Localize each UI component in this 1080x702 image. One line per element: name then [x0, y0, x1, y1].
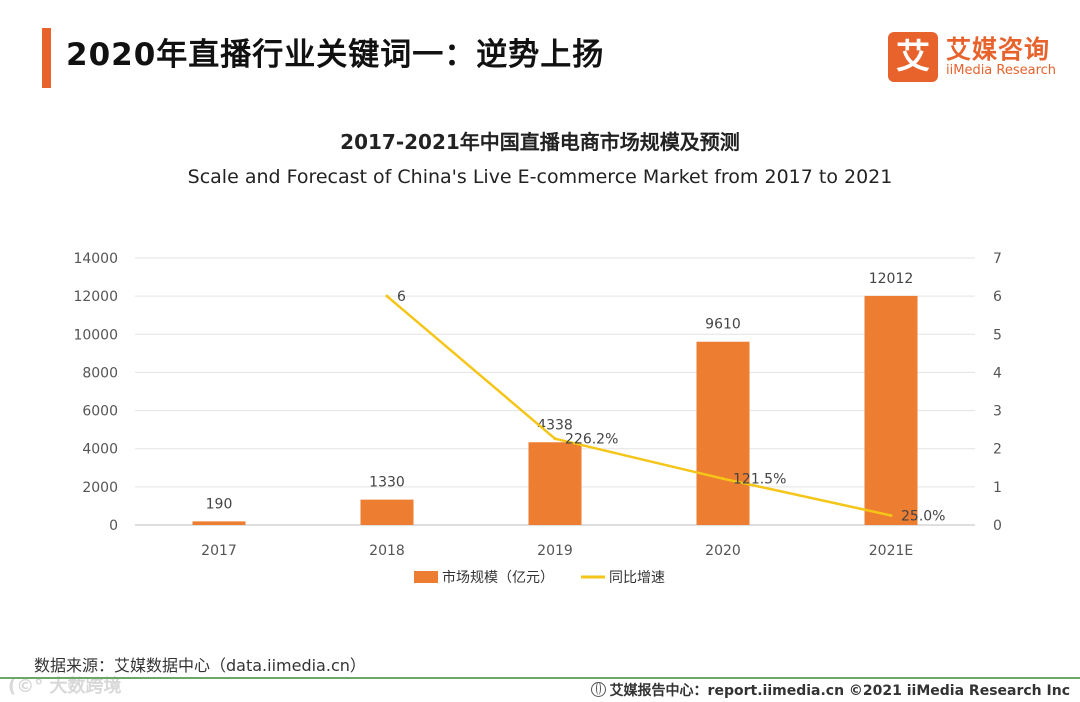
line-data-label: 6 — [397, 289, 406, 305]
y-right-tick-label: 7 — [993, 251, 1002, 267]
page-title: 2020年直播行业关键词一：逆势上扬 — [66, 37, 605, 73]
x-tick-label: 2018 — [369, 543, 405, 559]
y-left-tick-label: 8000 — [82, 365, 118, 381]
y-right-tick-label: 1 — [993, 480, 1002, 496]
title-accent-bar — [42, 28, 51, 88]
bar — [192, 521, 246, 525]
x-tick-label: 2021E — [869, 543, 913, 559]
logo-mark: 艾 — [888, 32, 938, 82]
y-left-tick-label: 6000 — [82, 404, 118, 420]
data-source: 数据来源：艾媒数据中心（data.iimedia.cn） — [34, 656, 366, 675]
logo-chinese-name: 艾媒咨询 — [946, 35, 1051, 64]
bar — [696, 341, 750, 525]
y-left-tick-label: 4000 — [82, 442, 118, 458]
growth-rate-point — [385, 294, 389, 298]
bar-data-label: 12012 — [869, 271, 914, 287]
x-tick-label: 2019 — [537, 543, 573, 559]
bar — [360, 499, 414, 525]
bar-data-label: 1330 — [369, 475, 405, 491]
chart-title: 2017-2021年中国直播电商市场规模及预测 — [340, 130, 740, 154]
watermark: (©° 大数跨境 — [8, 676, 122, 697]
bar — [864, 295, 918, 525]
y-left-tick-label: 2000 — [82, 480, 118, 496]
footer-divider — [0, 677, 1080, 679]
logo-english-name: iiMedia Research — [946, 63, 1057, 78]
footer-text: 艾媒报告中心：report.iimedia.cn ©2021 iiMedia R… — [609, 683, 1070, 699]
combo-chart: 0 2000 4000 6000 8000 10000 12000 14000 0 1 2 3 4 5 6 7… — [73, 251, 1002, 586]
chart-subtitle: Scale and Forecast of China's Live E-com… — [187, 166, 893, 188]
y-left-tick-label: 14000 — [73, 251, 118, 267]
growth-rate-point — [889, 513, 893, 517]
legend-label-bar: 市场规模（亿元） — [442, 569, 554, 586]
y-right-tick-label: 2 — [993, 442, 1002, 458]
line-data-label: 121.5% — [733, 472, 786, 488]
growth-rate-point — [553, 437, 557, 441]
x-tick-label: 2017 — [201, 543, 237, 559]
y-right-tick-label: 6 — [993, 289, 1002, 305]
line-data-label: 226.2% — [565, 432, 618, 448]
y-left-tick-label: 10000 — [73, 327, 118, 343]
bar-data-label: 4338 — [537, 417, 573, 433]
line-data-label: 25.0% — [901, 508, 945, 524]
y-right-tick-label: 5 — [993, 327, 1002, 343]
bar-data-label: 190 — [206, 496, 233, 512]
brand-logo: 艾 艾媒咨询 iiMedia Research — [888, 30, 1068, 82]
bar — [528, 442, 582, 525]
footer: 艾媒报告中心：report.iimedia.cn ©2021 iiMedia R… — [590, 680, 1070, 700]
globe-icon — [590, 682, 606, 697]
legend-swatch-bar — [414, 571, 438, 583]
y-right-tick-label: 3 — [993, 404, 1002, 420]
y-right-tick-label: 0 — [993, 518, 1002, 534]
y-left-tick-label: 12000 — [73, 289, 118, 305]
y-right-tick-label: 4 — [993, 365, 1002, 381]
growth-rate-line — [386, 295, 892, 517]
legend-label-line: 同比增速 — [609, 570, 665, 586]
x-tick-label: 2020 — [705, 543, 741, 559]
y-left-tick-label: 0 — [109, 518, 118, 534]
growth-rate-point — [721, 477, 725, 481]
bar-data-label: 9610 — [705, 317, 741, 333]
